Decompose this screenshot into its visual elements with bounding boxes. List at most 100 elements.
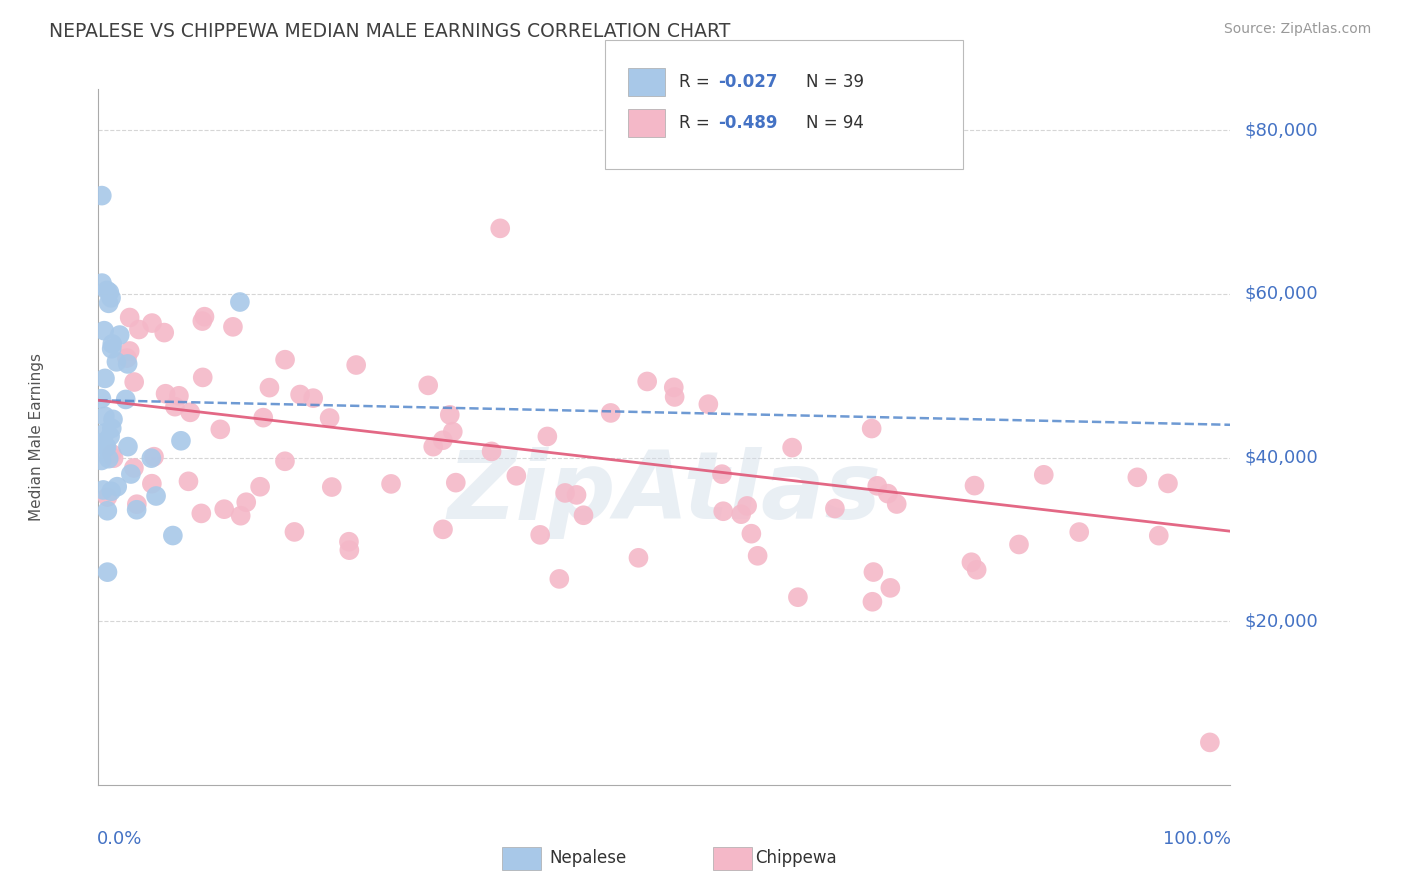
Point <box>252 410 274 425</box>
Point <box>117 440 139 454</box>
Point <box>94 409 117 424</box>
Point <box>505 468 527 483</box>
Point <box>105 480 128 494</box>
Point <box>191 314 214 328</box>
Point <box>489 221 512 235</box>
Point <box>141 451 163 466</box>
Point <box>664 390 686 404</box>
Point <box>229 508 252 523</box>
Point <box>432 434 454 448</box>
Point <box>191 370 214 384</box>
Point <box>418 378 440 392</box>
Point <box>117 357 139 371</box>
Point <box>96 490 118 504</box>
Point <box>780 441 803 455</box>
Point <box>337 534 360 549</box>
Point <box>960 555 983 569</box>
Point <box>94 425 117 440</box>
Point <box>344 358 367 372</box>
Point <box>145 489 167 503</box>
Point <box>170 434 193 448</box>
Point <box>1032 467 1054 482</box>
Text: 0.0%: 0.0% <box>97 830 142 848</box>
Point <box>860 595 883 609</box>
Point <box>100 421 122 435</box>
Point <box>141 316 163 330</box>
Point <box>735 499 758 513</box>
Point <box>963 478 986 492</box>
Text: $60,000: $60,000 <box>1244 285 1317 303</box>
Text: $80,000: $80,000 <box>1244 121 1317 139</box>
Point <box>90 392 112 406</box>
Point <box>283 524 305 539</box>
Point <box>879 581 901 595</box>
Point <box>118 310 141 325</box>
Point <box>177 475 200 489</box>
Point <box>554 486 576 500</box>
Text: Median Male Earnings: Median Male Earnings <box>28 353 44 521</box>
Point <box>697 397 720 411</box>
Point <box>730 507 752 521</box>
Point <box>125 497 148 511</box>
Point <box>274 352 297 367</box>
Point <box>125 502 148 516</box>
Point <box>1008 537 1031 551</box>
Point <box>302 391 325 405</box>
Point <box>318 411 340 425</box>
Point <box>1126 470 1149 484</box>
Text: $40,000: $40,000 <box>1244 449 1317 467</box>
Point <box>100 291 122 305</box>
Text: R =: R = <box>679 114 716 132</box>
Text: Chippewa: Chippewa <box>755 849 837 867</box>
Point <box>1199 735 1222 749</box>
Point <box>1147 528 1170 542</box>
Point <box>97 296 120 310</box>
Point <box>860 421 883 435</box>
Text: 100.0%: 100.0% <box>1163 830 1232 848</box>
Point <box>662 380 685 394</box>
Point <box>94 439 117 453</box>
Point <box>627 550 650 565</box>
Point <box>91 483 114 497</box>
Text: N = 39: N = 39 <box>806 73 863 91</box>
Point <box>966 563 988 577</box>
Point <box>1069 524 1091 539</box>
Point <box>548 572 571 586</box>
Point <box>101 337 124 351</box>
Point <box>288 387 311 401</box>
Point <box>740 526 762 541</box>
Point <box>108 328 131 343</box>
Text: Nepalese: Nepalese <box>550 849 627 867</box>
Point <box>128 322 150 336</box>
Point <box>143 450 166 464</box>
Point <box>274 454 297 468</box>
Point <box>422 440 444 454</box>
Point <box>100 447 122 461</box>
Point <box>877 486 900 500</box>
Point <box>1157 476 1180 491</box>
Point <box>167 389 190 403</box>
Text: -0.027: -0.027 <box>718 73 778 91</box>
Point <box>115 351 138 365</box>
Point <box>222 319 245 334</box>
Point <box>441 425 464 439</box>
Point <box>572 508 595 523</box>
Point <box>259 381 281 395</box>
Point <box>96 504 118 518</box>
Point <box>862 565 884 579</box>
Point <box>529 528 551 542</box>
Point <box>101 412 124 426</box>
Point <box>209 422 232 436</box>
Text: R =: R = <box>679 73 716 91</box>
Point <box>120 467 142 481</box>
Point <box>162 528 184 542</box>
Point <box>96 440 118 454</box>
Point <box>866 479 889 493</box>
Point <box>249 480 271 494</box>
Point <box>481 444 503 458</box>
Point <box>229 295 252 310</box>
Text: -0.489: -0.489 <box>718 114 778 132</box>
Point <box>747 549 769 563</box>
Point <box>193 310 215 324</box>
Point <box>96 284 118 298</box>
